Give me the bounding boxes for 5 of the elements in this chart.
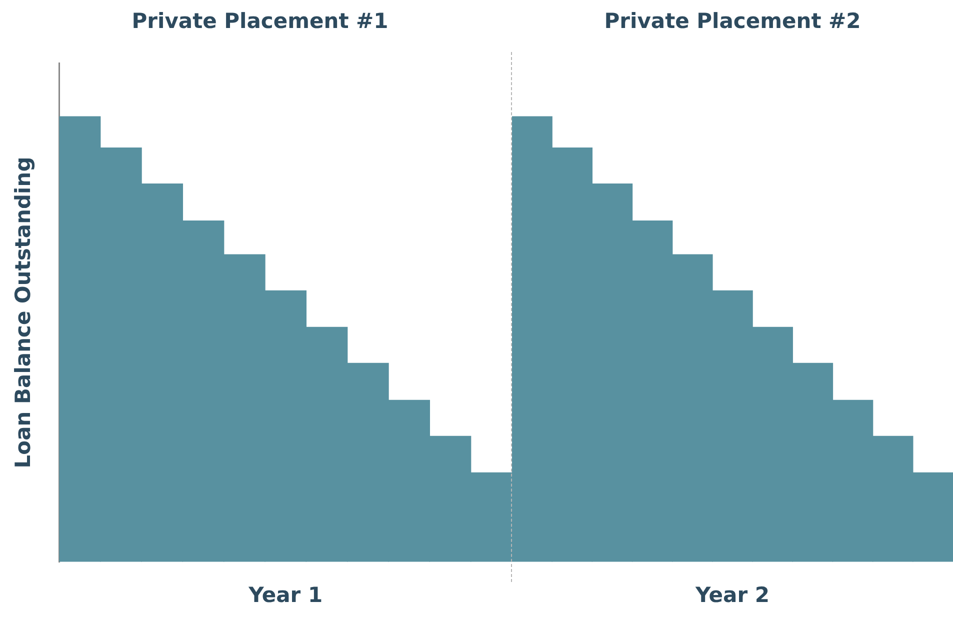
x-axis-title: Year 2 [694,582,770,607]
y-axis-title: Loan Balance Outstanding [11,156,36,468]
chart-title: Private Placement #2 [604,9,861,34]
chart-title: Private Placement #1 [132,9,388,34]
x-axis-title: Year 1 [248,582,323,607]
